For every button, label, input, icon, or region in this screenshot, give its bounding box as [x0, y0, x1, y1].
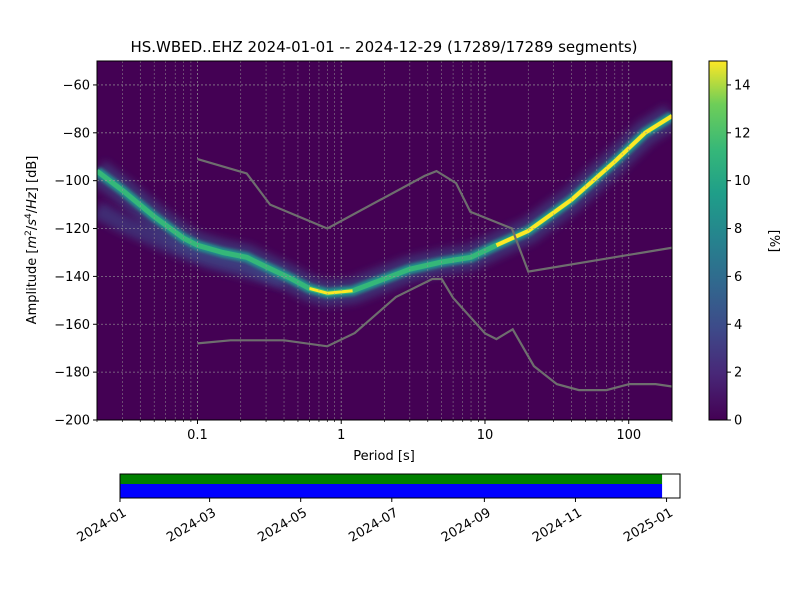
x-tick-label: 100 [616, 428, 641, 443]
timeline-tick-label: 2024-03 [164, 505, 219, 545]
timeline-tick-label: 2024-09 [439, 505, 494, 545]
x-tick-label: 1 [337, 428, 345, 443]
x-axis-label: Period [s] [353, 449, 415, 464]
timeline-tick-label: 2025-01 [621, 505, 676, 545]
y-tick-label: −200 [54, 414, 90, 429]
colorbar-ticks: 0 2 4 6 8 10 12 14 [727, 78, 751, 429]
noise-models [197, 158, 672, 392]
timeline-tick-label: 2024-11 [530, 505, 585, 545]
timeline-axis: 2024-01 2024-03 2024-05 2024-07 2024-09 2024-… [75, 498, 676, 546]
y-axis: −60 −80 −100 −120 −140 −160 −180 −200 [54, 78, 97, 429]
colorbar-tick-label: 8 [734, 222, 742, 237]
timeline-tick-label: 2024-07 [346, 505, 401, 545]
y-tick-label: −160 [54, 318, 90, 333]
timeline-tick-label: 2024-01 [75, 505, 130, 545]
y-tick-label: −120 [54, 222, 90, 237]
y-axis-label: Amplitude [m2/s4/Hz] [dB] [24, 156, 40, 325]
x-tick-label: 10 [477, 428, 494, 443]
data-coverage-timeline: 2024-01 2024-03 2024-05 2024-07 2024-09 2024-… [75, 473, 681, 546]
psd-plot: −60 −80 −100 −120 −140 −160 −180 −200 0.1 1 10 100… [24, 60, 673, 464]
x-axis: 0.1 1 10 100 [96, 420, 673, 443]
y-tick-label: −140 [54, 270, 90, 285]
colorbar-tick-label: 12 [734, 126, 751, 141]
timeline-tick-label: 2024-05 [255, 505, 310, 545]
colorbar-tick-label: 10 [734, 174, 751, 189]
colorbar-tick-label: 14 [734, 78, 751, 93]
colorbar-tick-label: 0 [734, 414, 742, 429]
y-tick-label: −180 [54, 366, 90, 381]
probability-density-field [97, 104, 672, 307]
density-secondary-band [97, 201, 287, 288]
chart-title: HS.WBED..EHZ 2024-01-01 -- 2024-12-29 (1… [130, 38, 637, 56]
colorbar: 0 2 4 6 8 10 12 14 [%] [708, 60, 781, 429]
x-tick-label: 0.1 [187, 428, 208, 443]
colorbar-tick-label: 4 [734, 318, 742, 333]
y-tick-label: −100 [54, 174, 90, 189]
colorbar-label: [%] [766, 230, 781, 253]
colorbar-gradient [708, 60, 728, 421]
colorbar-tick-label: 6 [734, 270, 742, 285]
colorbar-tick-label: 2 [734, 366, 742, 381]
timeline-frame [119, 473, 681, 499]
coverage-bar-green [120, 474, 663, 484]
new-low-noise-model [197, 277, 672, 392]
new-high-noise-model [197, 158, 672, 273]
y-tick-label: −80 [63, 126, 90, 141]
y-tick-label: −60 [63, 78, 90, 93]
coverage-bar-blue [120, 484, 663, 498]
